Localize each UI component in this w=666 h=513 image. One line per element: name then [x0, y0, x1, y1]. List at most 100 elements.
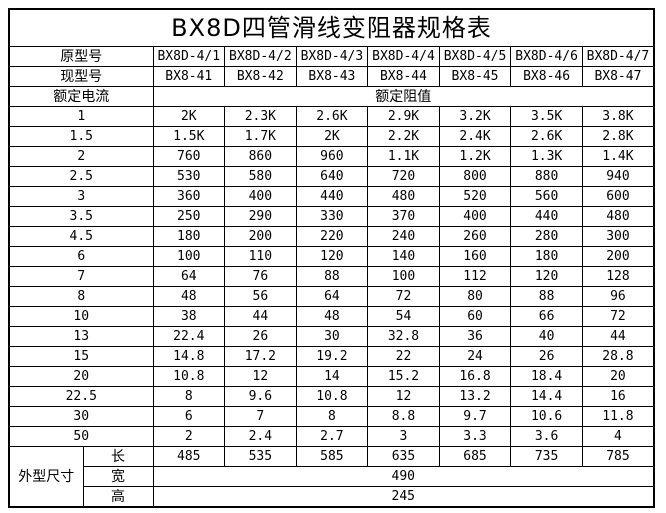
resistance-value: 9.7: [438, 406, 512, 427]
resistance-value: 44: [581, 326, 655, 347]
resistance-value: 330: [295, 206, 369, 227]
resistance-value: 3.2K: [438, 106, 512, 127]
resistance-value: 400: [224, 186, 297, 207]
current-model-value: BX8-45: [438, 66, 512, 87]
resistance-value: 8: [152, 386, 226, 407]
resistance-value: 200: [224, 226, 297, 247]
resistance-value: 3: [367, 426, 440, 447]
table-row: 2 760 860 960 1.1K 1.2K 1.3K 1.4K: [8, 146, 655, 167]
original-model-value: BX8D-4/2: [224, 46, 297, 67]
resistance-value: 100: [152, 246, 226, 267]
current-model-value: BX8-43: [295, 66, 369, 87]
resistance-value: 440: [510, 206, 583, 227]
resistance-value: 400: [438, 206, 512, 227]
resistance-value: 56: [224, 286, 297, 307]
resistance-value: 88: [510, 286, 583, 307]
resistance-value: 2: [152, 426, 226, 447]
resistance-value: 200: [581, 246, 655, 267]
table-row: 15 14.8 17.2 19.2 22 24 26 28.8: [8, 346, 655, 367]
resistance-value: 180: [510, 246, 583, 267]
resistance-value: 17.2: [224, 346, 297, 367]
resistance-value: 64: [295, 286, 369, 307]
length-value: 485: [152, 446, 226, 467]
resistance-value: 64: [152, 266, 226, 287]
page-title: BX8D四管滑线变阻器规格表: [8, 8, 655, 47]
table-row: 22.5 8 9.6 10.8 12 13.2 14.4 16: [8, 386, 655, 407]
table-row: 2.5 530 580 640 720 800 880 940: [8, 166, 655, 187]
resistance-value: 48: [152, 286, 226, 307]
resistance-value: 14.8: [152, 346, 226, 367]
length-value: 685: [438, 446, 512, 467]
current-model-value: BX8-42: [224, 66, 297, 87]
rated-current-value: 13: [8, 326, 154, 347]
resistance-value: 440: [295, 186, 369, 207]
resistance-value: 26: [510, 346, 583, 367]
resistance-value: 100: [367, 266, 440, 287]
resistance-value: 4: [581, 426, 655, 447]
original-model-row: 原型号 BX8D-4/1 BX8D-4/2 BX8D-4/3 BX8D-4/4 …: [8, 46, 655, 67]
resistance-value: 11.8: [581, 406, 655, 427]
resistance-value: 290: [224, 206, 297, 227]
rated-current-value: 4.5: [8, 226, 154, 247]
resistance-value: 2.3K: [224, 106, 297, 127]
resistance-value: 36: [438, 326, 512, 347]
resistance-value: 80: [438, 286, 512, 307]
resistance-value: 88: [295, 266, 369, 287]
resistance-value: 16.8: [438, 366, 512, 387]
resistance-value: 480: [581, 206, 655, 227]
resistance-value: 940: [581, 166, 655, 187]
height-row: 高 245: [9, 486, 655, 508]
resistance-value: 760: [152, 146, 226, 167]
rated-current-value: 3: [8, 186, 154, 207]
current-model-row: 现型号 BX8-41 BX8-42 BX8-43 BX8-44 BX8-45 B…: [8, 66, 655, 87]
current-model-value: BX8-46: [510, 66, 583, 87]
resistance-value: 360: [152, 186, 226, 207]
resistance-value: 3.8K: [581, 106, 655, 127]
resistance-value: 32.8: [367, 326, 440, 347]
resistance-value: 140: [367, 246, 440, 267]
current-model-label: 现型号: [8, 66, 154, 87]
resistance-value: 14: [295, 366, 369, 387]
original-model-value: BX8D-4/4: [367, 46, 440, 67]
resistance-value: 2.4K: [438, 126, 512, 147]
resistance-value: 66: [510, 306, 583, 327]
resistance-value: 112: [438, 266, 512, 287]
resistance-value: 12: [224, 366, 297, 387]
resistance-value: 120: [295, 246, 369, 267]
resistance-value: 2.6K: [295, 106, 369, 127]
resistance-value: 10.8: [295, 386, 369, 407]
resistance-value: 38: [152, 306, 226, 327]
resistance-value: 72: [581, 306, 655, 327]
resistance-value: 3.3: [438, 426, 512, 447]
width-value: 490: [152, 466, 655, 487]
resistance-value: 8.8: [367, 406, 440, 427]
resistance-value: 28.8: [581, 346, 655, 367]
resistance-value: 15.2: [367, 366, 440, 387]
resistance-value: 26: [224, 326, 297, 347]
resistance-value: 1.5K: [152, 126, 226, 147]
table-row: 30 6 7 8 8.8 9.7 10.6 11.8: [8, 406, 655, 427]
spec-table: BX8D四管滑线变阻器规格表 原型号 BX8D-4/1 BX8D-4/2 BX8…: [8, 8, 655, 508]
length-value: 635: [367, 446, 440, 467]
rated-current-value: 15: [8, 346, 154, 367]
resistance-value: 48: [295, 306, 369, 327]
resistance-value: 40: [510, 326, 583, 347]
resistance-value: 1.3K: [510, 146, 583, 167]
resistance-value: 370: [367, 206, 440, 227]
resistance-value: 1.1K: [367, 146, 440, 167]
resistance-value: 520: [438, 186, 512, 207]
resistance-value: 720: [367, 166, 440, 187]
resistance-value: 24: [438, 346, 512, 367]
resistance-value: 110: [224, 246, 297, 267]
resistance-value: 2.7: [295, 426, 369, 447]
resistance-value: 600: [581, 186, 655, 207]
original-model-value: BX8D-4/6: [510, 46, 583, 67]
resistance-value: 260: [438, 226, 512, 247]
rated-current-value: 6: [8, 246, 154, 267]
table-row: 13 22.4 26 30 32.8 36 40 44: [8, 326, 655, 347]
rated-current-header: 额定电流: [8, 86, 154, 107]
rated-current-value: 8: [8, 286, 154, 307]
resistance-value: 180: [152, 226, 226, 247]
table-row: 8 48 56 64 72 80 88 96: [8, 286, 655, 307]
length-value: 785: [581, 446, 655, 467]
